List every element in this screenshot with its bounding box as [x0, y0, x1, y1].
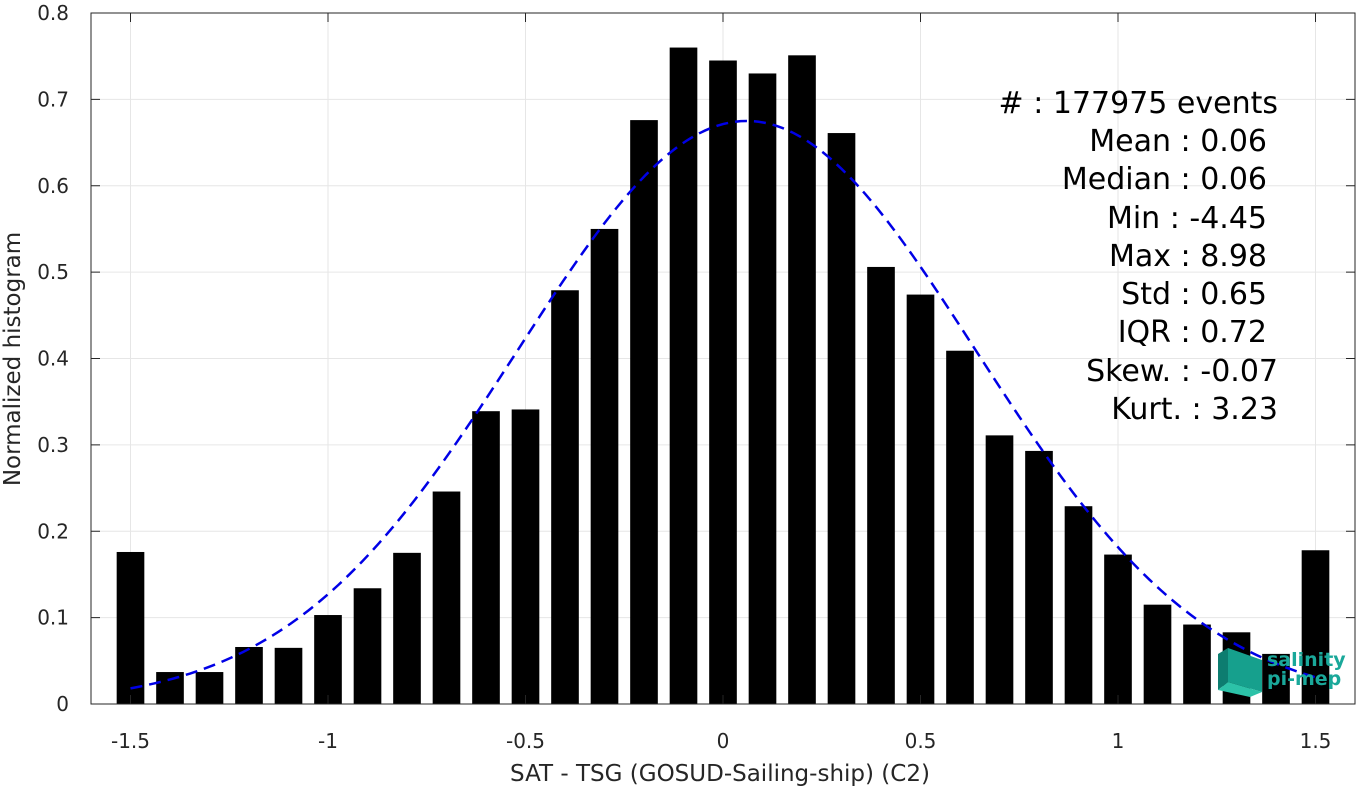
histogram-bar-2	[195, 672, 224, 704]
x-tick-label-1: -1	[318, 729, 338, 753]
y-tick-label-7: 0.7	[37, 87, 69, 111]
statistics-box: # : 177975 events Mean : 0.06 Median : 0…	[999, 86, 1278, 427]
histogram-bar-16	[748, 73, 777, 704]
histogram-bar-4	[274, 647, 303, 704]
stat-iqr: IQR : 0.72	[1118, 315, 1267, 350]
x-tick-label-6: 1.5	[1300, 729, 1332, 753]
histogram-bar-7	[393, 552, 421, 704]
histogram-bar-14	[669, 47, 698, 705]
histogram-bar-10	[511, 409, 540, 704]
logo-text-line1: salinity	[1267, 649, 1346, 671]
histogram-bar-3	[235, 646, 263, 704]
y-tick-label-0: 0	[56, 692, 69, 716]
logo-cube-side	[1218, 648, 1228, 690]
histogram-bar-5	[314, 615, 342, 704]
stat-std: Std : 0.65	[1121, 277, 1267, 312]
histogram-bar-13	[630, 120, 658, 705]
histogram-bar-6	[353, 588, 382, 704]
histogram-bar-24	[1064, 506, 1093, 704]
stat-median: Median : 0.06	[1062, 162, 1267, 197]
y-tick-label-6: 0.6	[37, 174, 69, 198]
x-tick-label-0: -1.5	[111, 729, 150, 753]
logo-cube-bottom	[1218, 682, 1262, 697]
stat-max: Max : 8.98	[1109, 239, 1267, 274]
logo-text-line2: pi-mep	[1267, 668, 1341, 690]
stat-min: Min : -4.45	[1107, 201, 1267, 236]
normal-fit-curve	[130, 119, 1316, 690]
histogram-bar-17	[788, 55, 816, 705]
histogram-bar-15	[709, 60, 737, 705]
salinity-pimep-logo: salinity pi-mep	[1218, 648, 1346, 697]
histogram-bar-9	[472, 411, 500, 704]
y-tick-label-1: 0.1	[37, 606, 69, 630]
histogram-bar-1	[156, 672, 184, 704]
histogram-bar-20	[906, 294, 935, 704]
axis-ticks: -1.5 -1 -0.5 0 0.5 1 1.5 0 0.1 0.2 0.3 0.4 0.5 0.6 0.7…	[37, 1, 1355, 753]
histogram-bar-11	[551, 290, 579, 704]
histogram-bar-8	[432, 491, 461, 704]
histogram-bar-12	[590, 228, 619, 704]
y-tick-label-5: 0.5	[37, 260, 69, 284]
stat-kurtosis: Kurt. : 3.23	[1111, 392, 1278, 427]
stat-mean: Mean : 0.06	[1089, 124, 1267, 159]
histogram-bar-18	[827, 133, 856, 704]
histogram-bar-26	[1143, 604, 1172, 704]
y-tick-label-2: 0.2	[37, 519, 69, 543]
histogram-bar-23	[1025, 450, 1053, 704]
histogram-bar-22	[985, 435, 1014, 704]
histogram-bar-30	[1301, 550, 1330, 704]
x-tick-label-4: 0.5	[905, 729, 937, 753]
histogram-bar-19	[867, 266, 895, 704]
histogram-bar-21	[946, 350, 974, 704]
stat-skewness: Skew. : -0.07	[1086, 354, 1278, 389]
x-tick-label-2: -0.5	[506, 729, 545, 753]
x-tick-label-3: 0	[717, 729, 730, 753]
histogram-bar-27	[1183, 624, 1211, 704]
histogram-bars	[116, 47, 1330, 705]
stat-events: # : 177975 events	[999, 86, 1278, 121]
x-tick-label-5: 1	[1112, 729, 1125, 753]
y-axis-label: Normalized histogram	[0, 232, 26, 486]
y-tick-label-8: 0.8	[37, 1, 69, 25]
logo-cube-icon	[1228, 648, 1262, 692]
histogram-bar-25	[1104, 554, 1132, 704]
y-tick-label-4: 0.4	[37, 347, 69, 371]
y-tick-label-3: 0.3	[37, 433, 69, 457]
x-axis-label: SAT - TSG (GOSUD-Sailing-ship) (C2)	[510, 761, 930, 787]
histogram-bar-0	[116, 551, 145, 704]
